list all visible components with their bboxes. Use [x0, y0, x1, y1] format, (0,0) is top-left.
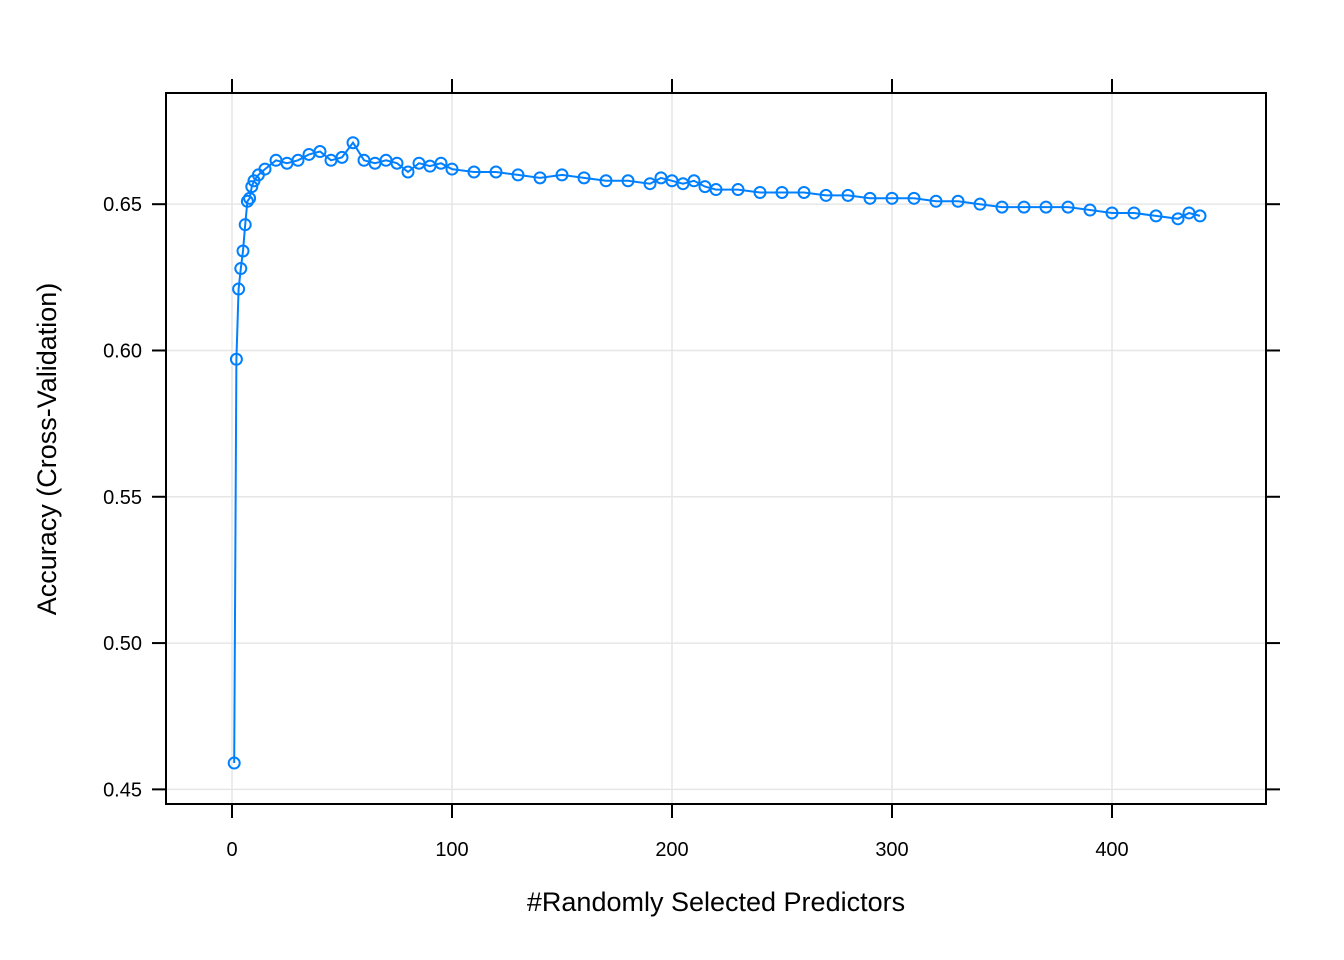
- y-tick-label: 0.65: [103, 194, 142, 216]
- data-point: [1171, 212, 1185, 226]
- x-tick-label: 100: [435, 839, 468, 861]
- data-point: [240, 194, 254, 208]
- data-point: [1083, 203, 1097, 217]
- x-tick-label: 0: [226, 839, 237, 861]
- data-point: [797, 185, 811, 199]
- data-point: [1149, 209, 1163, 223]
- data-point: [841, 188, 855, 202]
- data-point: [775, 185, 789, 199]
- data-point: [227, 756, 241, 770]
- data-point: [819, 188, 833, 202]
- data-point: [907, 191, 921, 205]
- grid-lines: [166, 93, 1266, 804]
- data-point: [753, 185, 767, 199]
- data-point: [236, 244, 250, 258]
- data-point: [1061, 200, 1075, 214]
- data-point: [643, 177, 657, 191]
- data-point: [229, 352, 243, 366]
- data-point: [467, 165, 481, 179]
- data-point: [863, 191, 877, 205]
- data-point: [951, 194, 965, 208]
- data-point: [291, 153, 305, 167]
- series-accuracy: [227, 136, 1207, 770]
- plot-frame: [165, 92, 1267, 805]
- x-tick-label: 200: [655, 839, 688, 861]
- data-point: [621, 174, 635, 188]
- data-point: [245, 180, 259, 194]
- data-point: [533, 171, 547, 185]
- data-point: [313, 145, 327, 159]
- x-tick-label: 300: [875, 839, 908, 861]
- data-point: [390, 156, 404, 170]
- data-point: [238, 218, 252, 232]
- y-tick-label: 0.55: [103, 487, 142, 509]
- data-point: [1127, 206, 1141, 220]
- data-point: [346, 136, 360, 150]
- data-point: [1193, 209, 1207, 223]
- data-point: [973, 197, 987, 211]
- data-point: [511, 168, 525, 182]
- y-tick-label: 0.50: [103, 633, 142, 655]
- y-tick-label: 0.60: [103, 340, 142, 362]
- data-point: [577, 171, 591, 185]
- data-point: [401, 165, 415, 179]
- data-point: [1039, 200, 1053, 214]
- data-point: [1017, 200, 1031, 214]
- data-point: [599, 174, 613, 188]
- x-tick-label: 400: [1095, 839, 1128, 861]
- data-point: [335, 150, 349, 164]
- y-axis-title: Accuracy (Cross-Validation): [32, 283, 62, 616]
- data-point: [709, 183, 723, 197]
- data-point: [489, 165, 503, 179]
- data-point: [434, 156, 448, 170]
- y-tick-label: 0.45: [103, 779, 142, 801]
- data-point: [731, 183, 745, 197]
- data-point: [995, 200, 1009, 214]
- data-point: [243, 191, 257, 205]
- data-point: [929, 194, 943, 208]
- x-axis-title: #Randomly Selected Predictors: [527, 887, 905, 917]
- data-point: [445, 162, 459, 176]
- data-point: [232, 282, 246, 296]
- data-point: [234, 262, 248, 276]
- data-point: [687, 174, 701, 188]
- data-point: [885, 191, 899, 205]
- data-point: [1105, 206, 1119, 220]
- data-point: [258, 162, 272, 176]
- axis-ticks: 0 100 200 300 400 0.45 0.50 0.55 0.60 0.65: [103, 79, 1280, 861]
- data-point: [555, 168, 569, 182]
- series-line: [233, 140, 1201, 764]
